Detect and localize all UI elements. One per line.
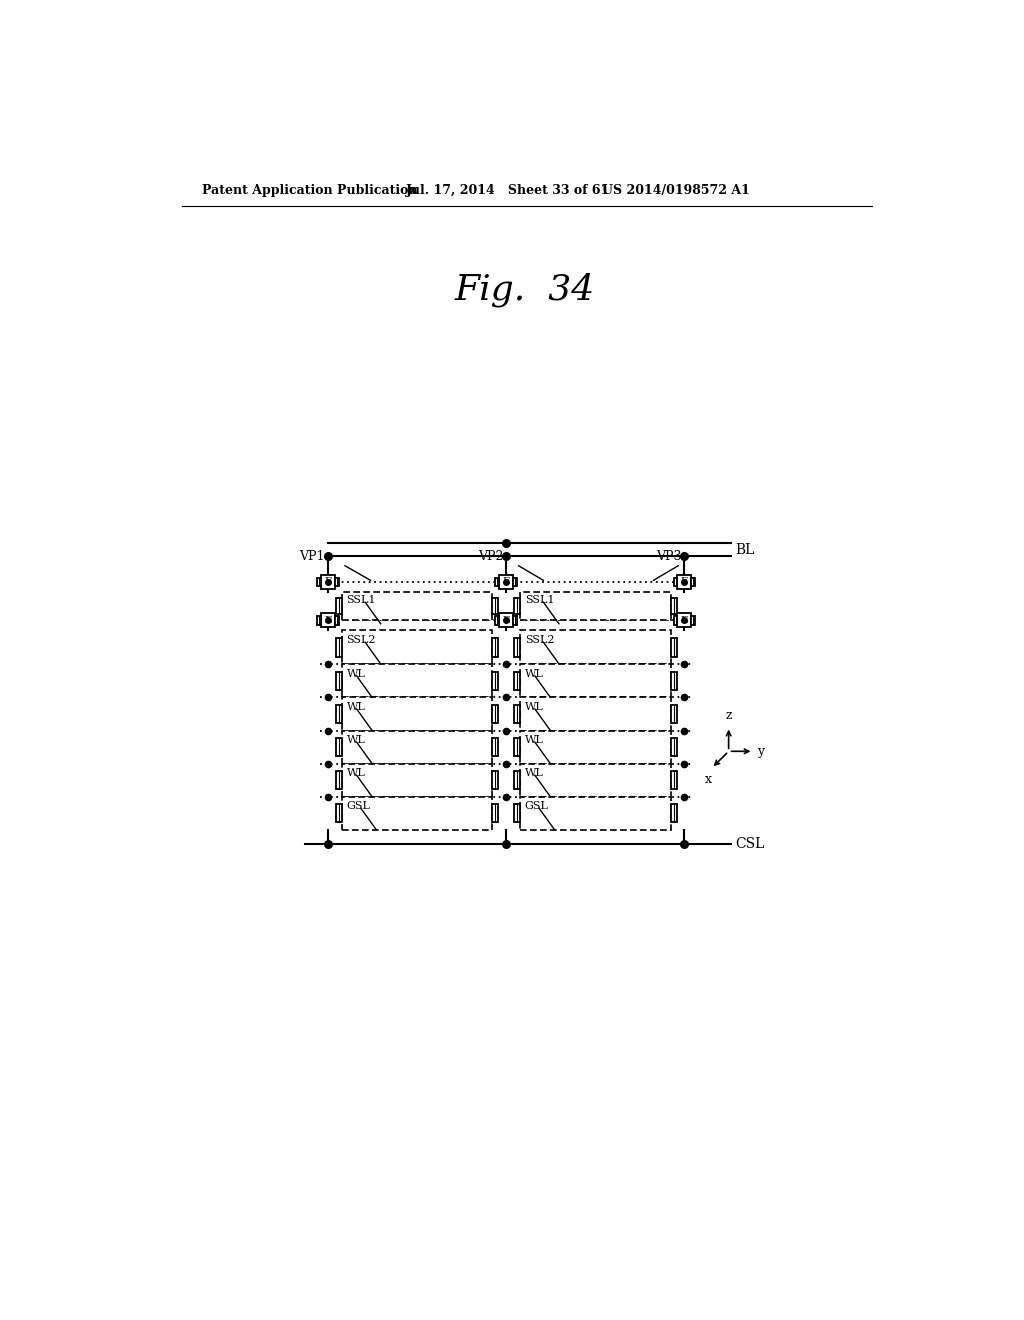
- Text: WL: WL: [346, 768, 366, 777]
- Bar: [342, 591, 493, 620]
- Text: WL: WL: [524, 735, 544, 744]
- Text: WL: WL: [524, 702, 544, 711]
- Text: VP1: VP1: [299, 549, 325, 562]
- Bar: [500, 614, 513, 627]
- Bar: [674, 578, 678, 586]
- Text: WL: WL: [346, 735, 366, 744]
- Bar: [678, 614, 691, 627]
- Bar: [520, 797, 671, 830]
- Text: Jul. 17, 2014   Sheet 33 of 61: Jul. 17, 2014 Sheet 33 of 61: [406, 185, 609, 197]
- Text: E: E: [325, 616, 332, 624]
- Text: E: E: [503, 577, 510, 586]
- Bar: [678, 576, 691, 589]
- Bar: [514, 598, 520, 614]
- Text: WL: WL: [346, 668, 366, 678]
- Text: E: E: [681, 577, 688, 586]
- Bar: [342, 664, 493, 697]
- Bar: [691, 616, 695, 624]
- Text: BL: BL: [735, 543, 755, 557]
- Text: WL: WL: [346, 702, 366, 711]
- Text: WL: WL: [524, 768, 544, 777]
- Text: E: E: [503, 616, 510, 624]
- Bar: [336, 705, 342, 723]
- Text: VP2: VP2: [478, 549, 503, 562]
- Bar: [514, 738, 520, 756]
- Bar: [514, 705, 520, 723]
- Bar: [520, 763, 671, 797]
- Bar: [493, 771, 499, 789]
- Bar: [671, 705, 677, 723]
- Text: Patent Application Publication: Patent Application Publication: [202, 185, 417, 197]
- Bar: [671, 771, 677, 789]
- Bar: [321, 576, 335, 589]
- Bar: [674, 616, 678, 624]
- Bar: [514, 672, 520, 690]
- Text: GSL: GSL: [524, 801, 549, 810]
- Bar: [342, 631, 493, 664]
- Bar: [342, 763, 493, 797]
- Bar: [336, 672, 342, 690]
- Text: E: E: [681, 616, 688, 624]
- Text: WL: WL: [524, 668, 544, 678]
- Bar: [500, 576, 513, 589]
- Bar: [321, 614, 335, 627]
- Bar: [691, 578, 695, 586]
- Bar: [496, 578, 500, 586]
- Bar: [493, 638, 499, 656]
- Text: x: x: [705, 774, 712, 785]
- Bar: [317, 578, 321, 586]
- Bar: [671, 598, 677, 614]
- Bar: [342, 730, 493, 763]
- Bar: [671, 738, 677, 756]
- Bar: [513, 616, 517, 624]
- Bar: [493, 705, 499, 723]
- Bar: [336, 738, 342, 756]
- Bar: [513, 578, 517, 586]
- Bar: [342, 697, 493, 730]
- Text: E: E: [325, 577, 332, 586]
- Text: GSL: GSL: [346, 801, 371, 810]
- Bar: [336, 804, 342, 822]
- Text: y: y: [758, 744, 765, 758]
- Text: Fig.  34: Fig. 34: [455, 272, 595, 306]
- Bar: [520, 631, 671, 664]
- Bar: [520, 664, 671, 697]
- Bar: [514, 638, 520, 656]
- Text: SSL1: SSL1: [524, 595, 554, 605]
- Bar: [336, 771, 342, 789]
- Text: z: z: [725, 709, 732, 722]
- Text: CSL: CSL: [735, 837, 764, 850]
- Text: SSL2: SSL2: [524, 635, 554, 645]
- Bar: [493, 598, 499, 614]
- Bar: [514, 771, 520, 789]
- Bar: [336, 638, 342, 656]
- Text: US 2014/0198572 A1: US 2014/0198572 A1: [602, 185, 751, 197]
- Bar: [520, 697, 671, 730]
- Bar: [342, 797, 493, 830]
- Bar: [671, 672, 677, 690]
- Bar: [520, 591, 671, 620]
- Bar: [493, 672, 499, 690]
- Bar: [493, 804, 499, 822]
- Bar: [520, 730, 671, 763]
- Bar: [671, 804, 677, 822]
- Text: SSL2: SSL2: [346, 635, 376, 645]
- Bar: [496, 616, 500, 624]
- Bar: [493, 738, 499, 756]
- Text: SSL1: SSL1: [346, 595, 376, 605]
- Bar: [335, 616, 339, 624]
- Text: VP3: VP3: [655, 549, 681, 562]
- Bar: [336, 598, 342, 614]
- Bar: [317, 616, 321, 624]
- Bar: [335, 578, 339, 586]
- Bar: [514, 804, 520, 822]
- Bar: [671, 638, 677, 656]
